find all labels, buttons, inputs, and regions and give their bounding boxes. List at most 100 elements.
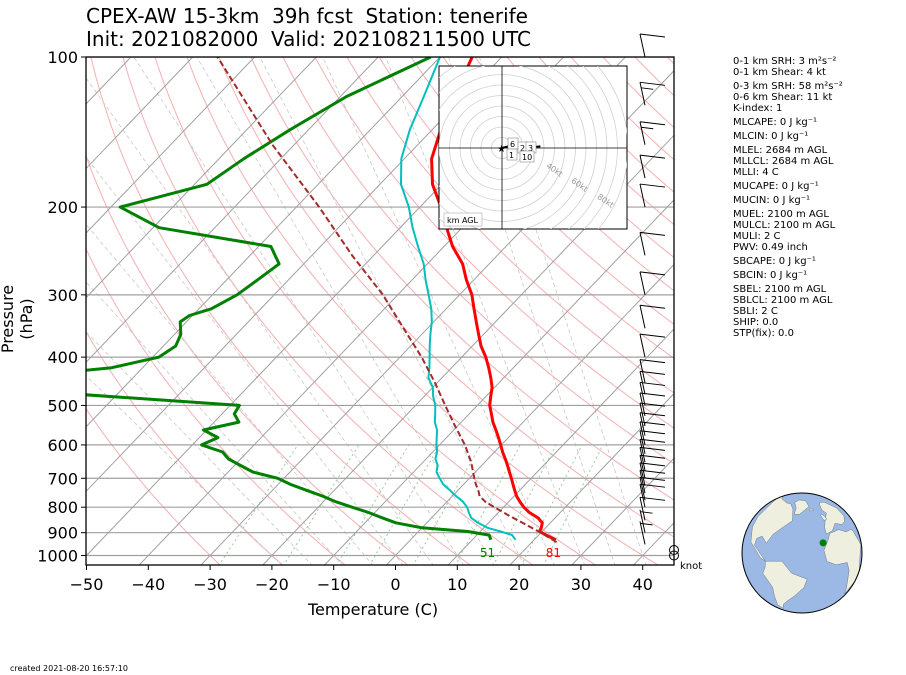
barb-flag xyxy=(639,381,666,386)
height-label-text: 2 xyxy=(520,144,525,153)
index-line: SBLI: 2 C xyxy=(733,306,778,317)
moist-adiabat xyxy=(133,57,464,565)
barb-staff xyxy=(639,521,646,545)
index-line: MLCAPE: 0 J kg⁻¹ xyxy=(733,117,818,128)
wind-barbs xyxy=(639,33,679,561)
moist-adiabat xyxy=(259,57,525,565)
barb-staff xyxy=(639,382,646,406)
barb-staff xyxy=(639,421,646,446)
dry-adiabat xyxy=(250,57,674,501)
barb-half xyxy=(641,87,654,90)
x-tick-label: −50 xyxy=(70,575,104,594)
y-tick-label: 600 xyxy=(47,436,78,455)
height-label-box xyxy=(506,148,518,161)
index-line: K-index: 1 xyxy=(733,103,783,114)
moist-adiabat xyxy=(86,156,404,565)
wind-barb xyxy=(639,81,666,106)
surface-temperature-label: 81 xyxy=(546,546,561,560)
barb-staff xyxy=(639,121,646,145)
barb-flag xyxy=(639,154,666,159)
isotherm xyxy=(86,57,317,299)
landmass-iceland xyxy=(808,508,814,512)
x-tick-label: 10 xyxy=(447,575,467,594)
dry-adiabat xyxy=(86,407,221,565)
wind-barb xyxy=(639,509,653,533)
barb-flag xyxy=(639,271,666,276)
wind-barb xyxy=(639,438,666,463)
index-line: STP(fix): 0.0 xyxy=(733,328,794,339)
hodograph-height-label: 1 xyxy=(506,148,518,161)
barb-staff xyxy=(639,509,646,533)
parcel-line xyxy=(216,57,558,543)
barb-flag xyxy=(639,183,666,188)
isotherm xyxy=(385,263,674,565)
wind-barb xyxy=(639,483,666,508)
index-line: SBEL: 2100 m AGL xyxy=(733,284,827,295)
dry-adiabat xyxy=(314,57,674,429)
wind-barb xyxy=(639,469,666,494)
barb-flag xyxy=(639,370,666,375)
wind-barb xyxy=(639,476,666,501)
y-tick-label: 700 xyxy=(47,469,78,488)
created-timestamp: created 2021-08-20 16:57:10 xyxy=(10,664,128,673)
x-tick-label: −10 xyxy=(317,575,351,594)
moist-adiabat xyxy=(448,57,616,565)
barb-flag xyxy=(639,462,666,467)
barb-half xyxy=(640,511,653,514)
calm-circle xyxy=(669,550,679,561)
height-label-text: 1 xyxy=(509,151,514,160)
wind-barb xyxy=(639,154,666,179)
wind-barb xyxy=(639,304,666,329)
plot-frame xyxy=(85,56,675,566)
moist-adiabat xyxy=(86,223,374,565)
y-tick-label: 500 xyxy=(47,396,78,415)
barb-staff xyxy=(639,371,646,395)
x-tick-label: −40 xyxy=(131,575,165,594)
wind-barb xyxy=(639,359,666,383)
barb-staff xyxy=(639,334,646,358)
x-tick-label: −30 xyxy=(193,575,227,594)
surface-dewpoint-label: 51 xyxy=(480,546,495,560)
isotherm xyxy=(86,57,441,428)
barb-staff xyxy=(639,232,646,256)
barb-flag xyxy=(639,454,666,459)
isotherm xyxy=(86,57,255,234)
dewpoint-line xyxy=(86,57,493,541)
moist-adiabat xyxy=(196,57,495,565)
index-line: SHIP: 0.0 xyxy=(733,317,779,328)
legend-text: km AGL xyxy=(447,216,479,225)
barb-staff xyxy=(639,447,646,471)
chart-title: CPEX-AW 15-3km 39h fcst Station: tenerif… xyxy=(86,4,528,28)
y-tick-label: 200 xyxy=(47,198,78,217)
temperature-line xyxy=(430,57,557,542)
hodograph-legend: km AGL xyxy=(443,212,483,227)
index-line: MULCL: 2100 m AGL xyxy=(733,220,836,231)
index-line: MUCIN: 0 J kg⁻¹ xyxy=(733,195,811,206)
wind-barb xyxy=(639,231,666,256)
landmass-south-america xyxy=(762,560,808,609)
moist-adiabat xyxy=(86,331,313,565)
barb-staff xyxy=(639,82,646,106)
dry-adiabat xyxy=(90,57,472,565)
legend-box xyxy=(443,212,483,227)
x-tick-label: 40 xyxy=(633,575,653,594)
barb-flag xyxy=(639,121,666,126)
barb-staff xyxy=(639,470,646,494)
wind-barb xyxy=(639,183,666,208)
wind-barb xyxy=(639,521,653,545)
hodograph-height-label: 6 xyxy=(507,137,519,150)
index-line: 0-1 km Shear: 4 kt xyxy=(733,67,826,78)
index-line: MLCIN: 0 J kg⁻¹ xyxy=(733,131,809,142)
globe-outline xyxy=(741,492,863,614)
barb-flag xyxy=(639,304,666,309)
index-line: SBLCL: 2100 m AGL xyxy=(733,295,833,306)
wetbulb-line xyxy=(400,57,517,541)
barb-flag xyxy=(639,33,666,38)
x-tick-label: −20 xyxy=(255,575,289,594)
index-line: 0-1 km SRH: 3 m²s⁻² xyxy=(733,56,837,67)
wind-barb xyxy=(639,454,666,479)
index-line: MULI: 2 C xyxy=(733,231,781,242)
barb-half xyxy=(641,126,654,130)
barb-staff xyxy=(639,462,646,486)
